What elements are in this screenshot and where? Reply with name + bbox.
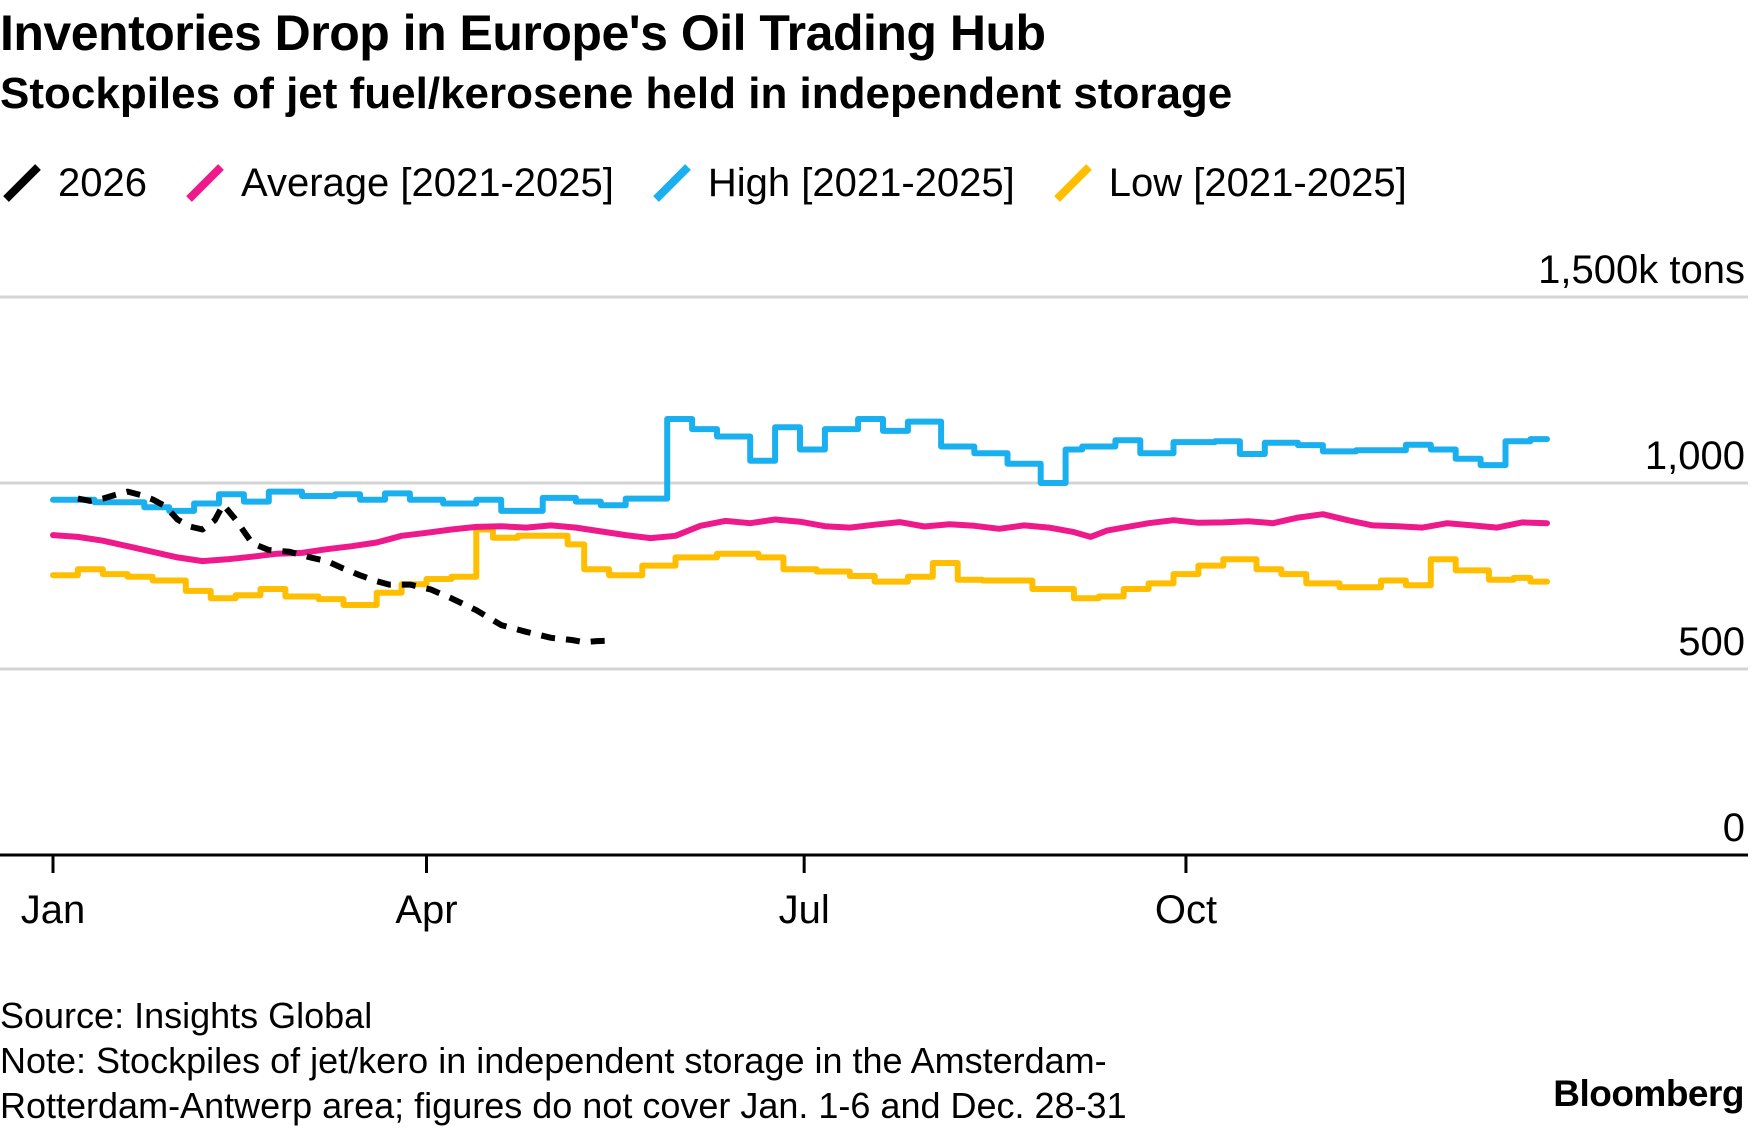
- series-low-line: [50, 526, 1550, 608]
- source-note: Source: Insights Global: [0, 995, 373, 1036]
- y-tick-label-1000: 1,000: [1645, 434, 1745, 478]
- x-tick-label-jan: Jan: [21, 888, 86, 932]
- x-tick-label-oct: Oct: [1155, 888, 1217, 932]
- legend-item-high: High [2021-2025]: [650, 161, 1015, 205]
- x-axis-ticks: Jan Apr Jul Oct: [21, 855, 1217, 932]
- chart-subtitle: Stockpiles of jet fuel/kerosene held in …: [0, 69, 1233, 118]
- legend-label-2026: 2026: [58, 161, 147, 205]
- legend-item-average: Average [2021-2025]: [183, 161, 614, 205]
- legend-line-high: [653, 164, 691, 202]
- footnote-line-1: Note: Stockpiles of jet/kero in independ…: [0, 1040, 1107, 1081]
- legend-label-low: Low [2021-2025]: [1108, 161, 1407, 205]
- legend-swatch-average: [186, 164, 224, 202]
- series-2026-line: [77, 488, 614, 646]
- legend-label-high: High [2021-2025]: [707, 161, 1015, 205]
- y-axis-labels: 0 500 1,000 1,500k tons: [1538, 248, 1745, 850]
- legend-item-low: Low [2021-2025]: [1051, 161, 1407, 205]
- y-tick-label-0: 0: [1723, 806, 1745, 850]
- legend-line-2026: [3, 164, 41, 202]
- legend-swatch-high: [653, 164, 691, 202]
- y-tick-label-500: 500: [1678, 620, 1745, 664]
- chart-title: Inventories Drop in Europe's Oil Trading…: [0, 5, 1046, 61]
- legend-line-average: [186, 164, 224, 202]
- x-tick-label-apr: Apr: [395, 888, 457, 932]
- legend-line-low: [1053, 164, 1092, 202]
- gridlines: [0, 295, 1748, 671]
- line-chart: 0 500 1,000 1,500k tons Jan Apr Jul Oct: [0, 248, 1748, 932]
- bloomberg-logo: Bloomberg: [1553, 1073, 1744, 1114]
- footnote-line-2: Rotterdam-Antwerp area; figures do not c…: [0, 1085, 1127, 1126]
- series-high-line: [50, 416, 1550, 514]
- chart-footer: Source: Insights Global Note: Stockpiles…: [0, 993, 1127, 1128]
- x-tick-label-jul: Jul: [779, 888, 830, 932]
- legend-swatch-2026: [3, 164, 41, 202]
- y-tick-label-1500: 1,500k tons: [1538, 248, 1745, 292]
- legend-swatch-low: [1053, 164, 1092, 202]
- series-average-line: [50, 511, 1550, 565]
- series-lines: [50, 416, 1550, 646]
- legend-label-average: Average [2021-2025]: [240, 161, 614, 205]
- legend-item-2026: 2026: [0, 161, 147, 205]
- legend: 2026 Average [2021-2025] High [2021-2025…: [0, 155, 1443, 211]
